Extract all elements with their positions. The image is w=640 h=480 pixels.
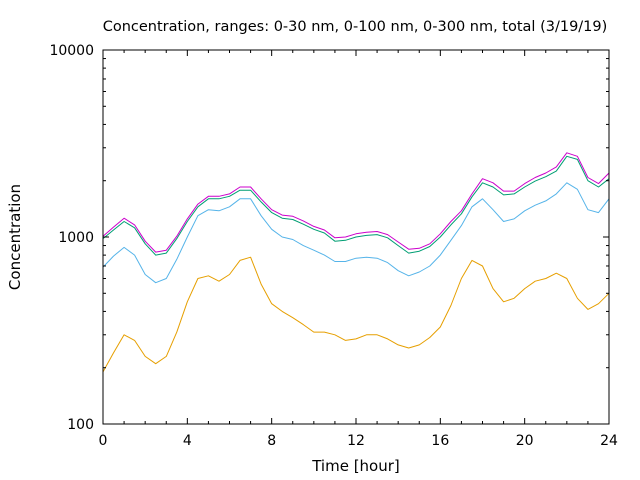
x-tick-label: 16 (431, 433, 449, 449)
y-tick-label: 1000 (58, 230, 94, 246)
series-line-2 (102, 182, 610, 284)
tick-layer: 0 4 8 12 16 20 24 100 1000 10000 (49, 43, 618, 449)
y-axis-title: Concentration (6, 184, 24, 290)
x-tick-label: 0 (99, 433, 108, 449)
series-line-3 (102, 155, 610, 256)
series-line-4 (102, 152, 610, 253)
chart-title: Concentration, ranges: 0-30 nm, 0-100 nm… (103, 19, 608, 35)
x-tick-label: 8 (267, 433, 276, 449)
series-layer (102, 152, 610, 373)
x-tick-label: 20 (516, 433, 534, 449)
series-line-1 (102, 256, 610, 373)
x-tick-label: 24 (600, 433, 618, 449)
x-axis-title: Time [hour] (311, 457, 400, 475)
x-tick-label: 4 (183, 433, 192, 449)
x-tick-label: 12 (347, 433, 365, 449)
y-tick-label: 10000 (49, 43, 94, 59)
y-tick-label: 100 (67, 417, 94, 433)
